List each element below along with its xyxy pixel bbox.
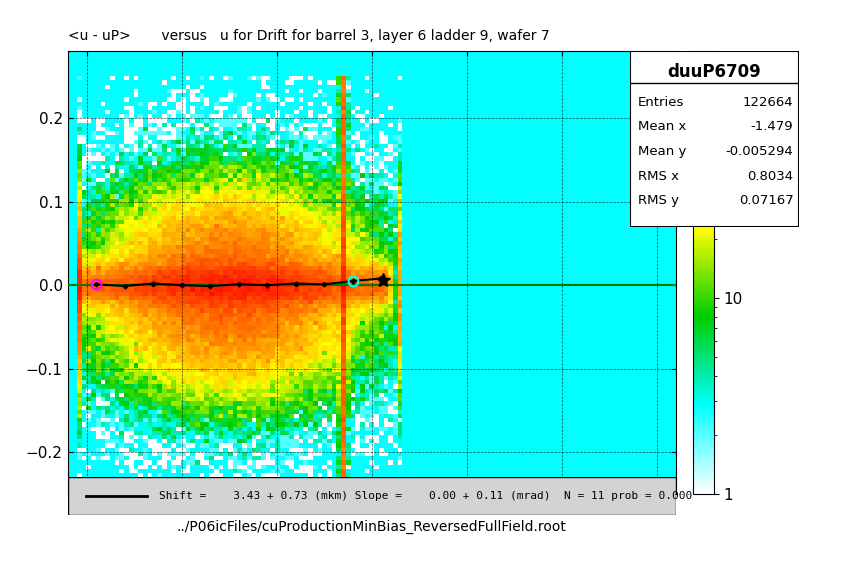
- Text: RMS x: RMS x: [637, 170, 679, 183]
- Text: Shift =    3.43 + 0.73 (mkm) Slope =    0.00 + 0.11 (mrad)  N = 11 prob = 0.000: Shift = 3.43 + 0.73 (mkm) Slope = 0.00 +…: [159, 491, 691, 501]
- X-axis label: ../P06icFiles/cuProductionMinBias_ReversedFullField.root: ../P06icFiles/cuProductionMinBias_Revers…: [176, 520, 566, 534]
- Text: 0.07167: 0.07167: [738, 194, 793, 207]
- Text: Entries: Entries: [637, 95, 684, 108]
- Text: -0.005294: -0.005294: [725, 145, 793, 158]
- Text: <u - uP>       versus   u for Drift for barrel 3, layer 6 ladder 9, wafer 7: <u - uP> versus u for Drift for barrel 3…: [68, 29, 549, 43]
- Text: 0.8034: 0.8034: [746, 170, 793, 183]
- Text: 122664: 122664: [742, 95, 793, 108]
- Text: Mean y: Mean y: [637, 145, 685, 158]
- Text: RMS y: RMS y: [637, 194, 679, 207]
- Text: Mean x: Mean x: [637, 120, 685, 133]
- Text: duuP6709: duuP6709: [667, 64, 760, 81]
- Text: -1.479: -1.479: [750, 120, 793, 133]
